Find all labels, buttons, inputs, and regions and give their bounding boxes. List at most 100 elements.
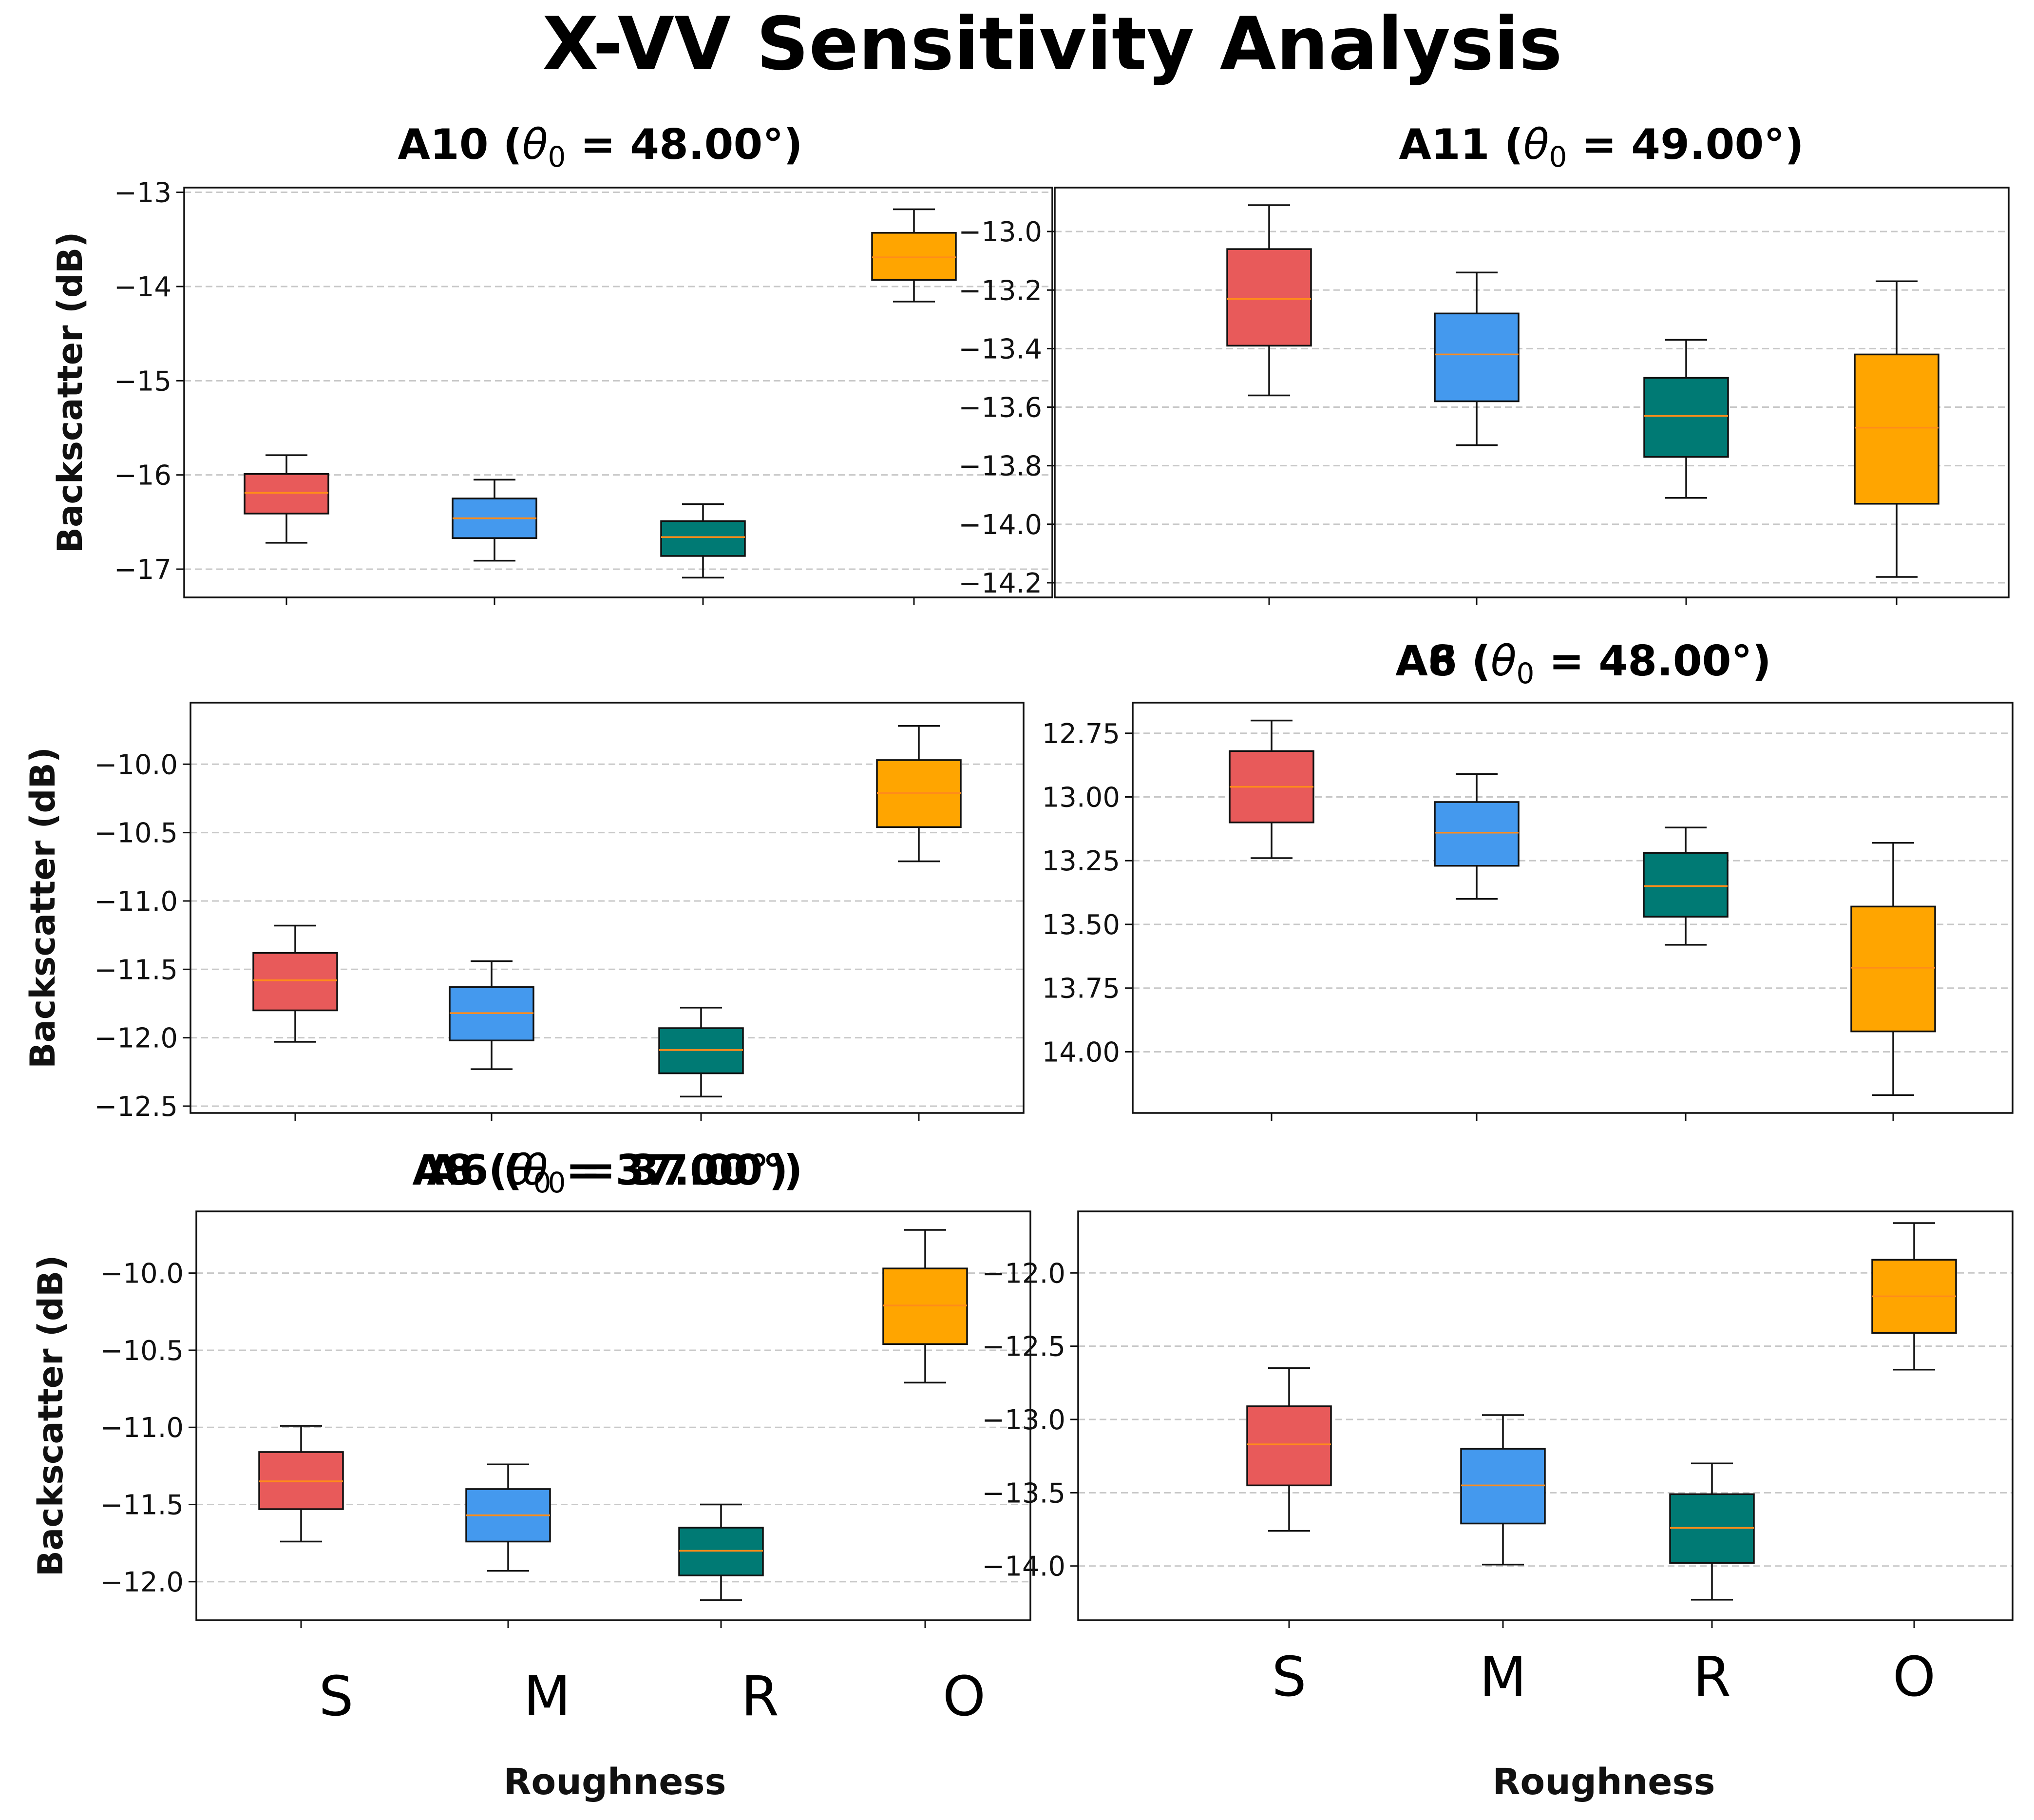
subplot-5: A6 (θ0 = 37.00°) −10.0 −10.5 −11.0 −11.5 −12.…: [31, 1146, 1031, 1628]
x-axis-label-right: Roughness: [1492, 1761, 1715, 1803]
y-tick-label: 13.75: [1042, 973, 1120, 1005]
y-tick-label: −13.0: [958, 216, 1042, 248]
x-category-label: M: [1480, 1646, 1527, 1709]
box-body: [1226, 248, 1312, 347]
box-M: [1460, 1414, 1546, 1566]
y-tick-label: −13: [114, 177, 171, 209]
y-tick-label: −11.0: [100, 1412, 184, 1444]
box-body: [244, 473, 329, 515]
y-axis-label: Backscatter (dB): [31, 1255, 71, 1577]
y-tick-label: −13.5: [982, 1477, 1065, 1509]
axes-frame: [190, 702, 1025, 1114]
box-O: [1854, 280, 1939, 578]
x-category-label: S: [1272, 1646, 1306, 1709]
box-body: [871, 232, 957, 281]
y-axis-label: Backscatter (dB): [23, 747, 63, 1069]
y-tick-label: −12.5: [982, 1331, 1065, 1363]
box-body: [660, 520, 746, 557]
x-category-label: R: [741, 1665, 779, 1728]
subplot-3: A8 (θ0 = 37.00°) −10.0 −10.5 −11.0 −11.5 −12.…: [23, 702, 1025, 1199]
box-S: [252, 924, 338, 1043]
box-body: [1643, 852, 1729, 918]
y-tick-label: −12.0: [982, 1258, 1065, 1289]
y-tick-label: −13.0: [982, 1404, 1065, 1436]
y-tick-label: −14.0: [982, 1551, 1065, 1583]
axes-frame: [1132, 702, 2014, 1114]
box-R: [660, 503, 746, 579]
axes-frame: [195, 1210, 1031, 1621]
y-tick-label: −16: [114, 460, 171, 492]
y-tick-label: 13.50: [1042, 909, 1120, 941]
box-M: [1434, 773, 1520, 900]
box-body: [252, 952, 338, 1012]
box-body: [1434, 801, 1520, 867]
subplot-title: A10 (θ0 = 48.00°): [398, 120, 802, 173]
y-tick-label: −12.0: [100, 1567, 184, 1598]
box-R: [678, 1503, 764, 1601]
box-M: [465, 1463, 551, 1572]
box-M: [449, 960, 534, 1070]
box-R: [1643, 339, 1729, 499]
subplot-6: A11 (θ0 = 49.00°) −12.0 −12.5 −13.0 −13.5 −14…: [982, 120, 2014, 1628]
box-R: [1669, 1462, 1755, 1601]
x-category-label: M: [524, 1665, 571, 1728]
y-tick-label: −13.2: [958, 275, 1042, 307]
y-tick-label: 13.00: [1042, 782, 1120, 814]
figure-title: X-VV Sensitivity Analysis: [542, 2, 1562, 87]
y-tick-label: −17: [114, 554, 171, 586]
box-body: [1643, 377, 1729, 458]
y-axis-label: Backscatter (dB): [50, 232, 90, 554]
x-category-label: S: [319, 1665, 353, 1728]
x-category-label: O: [943, 1665, 986, 1728]
x-category-label: O: [1893, 1646, 1936, 1709]
subplot-2: A8 (θ0 = 48.00°) −13.0 −13.2 −13.4 −13.6 −13.…: [958, 187, 2010, 690]
y-tick-label: −13.4: [958, 333, 1042, 365]
y-tick-label: −13.6: [958, 392, 1042, 424]
box-O: [871, 208, 957, 303]
subplot-4: A6 (θ0 = 48.00°) 12.75 13.00 13.25 13.50 13.7…: [1042, 637, 2014, 1121]
y-tick-label: −11.5: [100, 1490, 184, 1521]
subplot-title: A8 (θ0 = 48.00°): [1395, 637, 1771, 690]
y-tick-label: −10.5: [94, 818, 178, 849]
y-tick-label: −13.8: [958, 451, 1042, 482]
box-O: [876, 725, 962, 862]
y-tick-label: −14.0: [958, 509, 1042, 541]
box-M: [1434, 271, 1520, 446]
y-tick-label: −12.5: [94, 1091, 178, 1123]
box-body: [1434, 312, 1520, 402]
y-tick-label: −14: [114, 271, 171, 303]
panels: A10 (θ0 = 48.00°) −13 −14 −15 −16 −17 Backscat…: [23, 120, 2014, 1628]
box-O: [1871, 1222, 1957, 1371]
axes-frame: [183, 187, 1053, 598]
subplot-title: A11 (θ0 = 49.00°): [1399, 120, 1804, 173]
x-category-label: R: [1693, 1646, 1731, 1709]
axes-frame: [1054, 187, 2010, 598]
box-body: [1246, 1405, 1332, 1487]
y-tick-label: −14.2: [958, 568, 1042, 599]
y-tick-label: −10.5: [100, 1335, 184, 1367]
box-O: [1850, 842, 1936, 1096]
subplot-title: A6 (θ0 = 48.00°): [1395, 637, 1771, 690]
y-tick-label: −15: [114, 365, 171, 397]
y-tick-label: −11.5: [94, 954, 178, 986]
axes-frame: [1077, 1210, 2014, 1621]
box-S: [244, 454, 329, 544]
y-tick-label: 12.75: [1042, 718, 1120, 750]
box-S: [258, 1425, 344, 1543]
y-tick-label: 13.25: [1042, 845, 1120, 877]
box-M: [452, 479, 537, 562]
y-tick-label: 14.00: [1042, 1036, 1120, 1068]
y-tick-label: −10.0: [94, 749, 178, 781]
box-body: [1854, 353, 1939, 505]
y-tick-label: −12.0: [94, 1023, 178, 1054]
x-axis-label-left: Roughness: [503, 1761, 726, 1803]
y-tick-label: −10.0: [100, 1258, 184, 1290]
box-body: [1850, 905, 1936, 1033]
box-R: [658, 1007, 744, 1098]
box-S: [1226, 204, 1312, 397]
box-O: [882, 1229, 968, 1384]
subplot-1: A10 (θ0 = 48.00°) −13 −14 −15 −16 −17 Backscat…: [50, 120, 1053, 605]
